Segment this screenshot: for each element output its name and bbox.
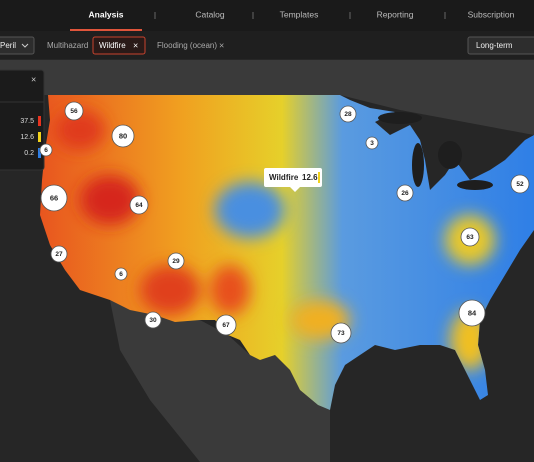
cluster-marker[interactable] <box>129 195 149 215</box>
tooltip-value: 12.6 <box>302 173 318 182</box>
legend-swatch <box>38 116 41 126</box>
cluster-count: 56 <box>70 108 78 115</box>
tooltip-swatch <box>318 172 320 183</box>
cluster-count: 80 <box>119 131 127 140</box>
lake <box>412 143 424 187</box>
cluster-count: 26 <box>401 190 409 197</box>
tooltip-pointer <box>290 187 300 192</box>
cluster-marker[interactable] <box>114 267 128 281</box>
cluster-count: 67 <box>222 322 230 329</box>
legend-swatch <box>38 148 41 158</box>
cluster-count: 6 <box>44 147 48 154</box>
nav-tab[interactable]: Subscription <box>468 9 515 19</box>
legend-value: 12.6 <box>20 134 34 141</box>
hot-spot <box>140 265 200 315</box>
cluster-marker[interactable] <box>458 299 486 327</box>
chevron <box>21 43 29 48</box>
tabs: Analysis Catalog Templates Reporting Subscri… <box>89 9 515 19</box>
cluster-marker[interactable] <box>460 227 480 247</box>
chip-label[interactable]: Multihazard <box>47 41 88 50</box>
lake <box>457 180 493 190</box>
cluster-count: 6 <box>119 271 123 278</box>
cluster-marker[interactable] <box>40 184 68 212</box>
chip-label: Wildfire <box>99 41 126 50</box>
lake <box>438 141 462 169</box>
cluster-count: 66 <box>50 193 58 202</box>
cluster-marker[interactable] <box>167 252 185 270</box>
legend-items: 37.5 12.6 0.2 <box>20 116 41 158</box>
horizon-label: Long-term <box>476 41 513 50</box>
cluster-count: 84 <box>468 308 477 317</box>
lakes <box>378 112 493 190</box>
active-tab-underline <box>70 29 142 31</box>
cluster-marker[interactable] <box>215 314 237 336</box>
nav-tab[interactable]: Templates <box>280 9 319 19</box>
hot-spot <box>55 110 105 150</box>
cluster-count: 52 <box>516 181 524 188</box>
legend-close[interactable]: × <box>31 74 36 84</box>
legend-swatch <box>38 132 41 142</box>
hot-spot <box>210 265 250 315</box>
nav-tab[interactable]: Reporting <box>377 9 414 19</box>
nav-tab[interactable]: Analysis <box>89 9 124 19</box>
tooltip <box>264 168 322 187</box>
cluster-marker[interactable] <box>365 136 379 150</box>
cluster-marker[interactable] <box>330 322 352 344</box>
cluster-count: 30 <box>149 317 157 324</box>
cluster-count: 64 <box>135 202 143 209</box>
tooltip-label: Wildfire <box>269 173 299 182</box>
cluster-count: 63 <box>466 234 474 241</box>
canada <box>0 60 534 135</box>
cluster-marker[interactable] <box>144 311 162 329</box>
peril-label: Peril <box>0 41 16 50</box>
chip-close[interactable]: × <box>133 40 138 50</box>
cluster-marker[interactable] <box>39 143 53 157</box>
cluster-marker[interactable] <box>339 105 357 123</box>
cluster-marker[interactable] <box>64 101 84 121</box>
nav-tab[interactable]: Catalog <box>195 9 225 19</box>
horizon-dropdown[interactable] <box>467 36 534 55</box>
legend-value: 0.2 <box>24 150 34 157</box>
cool-spot <box>215 182 285 238</box>
mexico <box>110 300 330 462</box>
cluster-count: 29 <box>172 258 180 265</box>
chip-selected[interactable] <box>92 36 146 55</box>
cluster-count: 28 <box>344 111 352 118</box>
chip-label[interactable]: Flooding (ocean) <box>157 41 217 50</box>
hot-spot <box>80 175 140 225</box>
peril-dropdown[interactable] <box>0 36 35 55</box>
cluster-marker[interactable] <box>50 245 68 263</box>
cluster-marker[interactable] <box>111 124 135 148</box>
filter-bar <box>0 31 534 59</box>
cluster-count: 3 <box>370 140 374 147</box>
legend-value: 37.5 <box>20 118 34 125</box>
cluster-marker[interactable] <box>396 184 414 202</box>
cluster-count: 73 <box>337 330 345 337</box>
tab-separators <box>154 12 446 19</box>
top-nav <box>0 0 534 31</box>
legend-panel <box>0 69 45 171</box>
cluster-marker[interactable] <box>510 174 530 194</box>
chip-close[interactable]: × <box>219 40 224 50</box>
lake <box>378 112 422 124</box>
cluster-count: 27 <box>55 251 63 258</box>
